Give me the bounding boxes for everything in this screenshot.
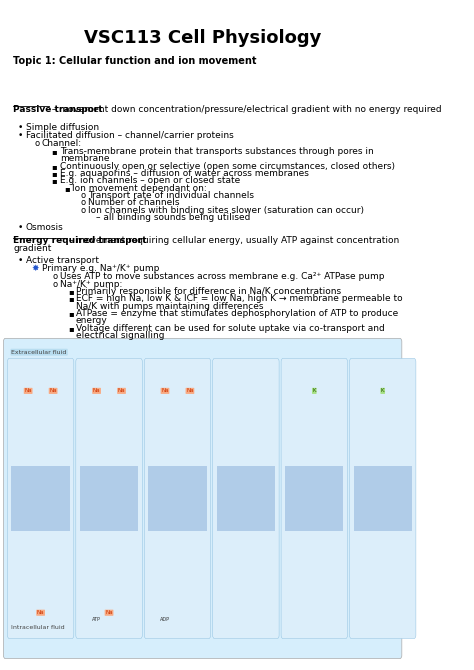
Text: Uses ATP to move substances across membrane e.g. Ca²⁺ ATPase pump: Uses ATP to move substances across membr…: [60, 272, 384, 281]
Text: K: K: [312, 389, 316, 393]
Text: Active transport: Active transport: [26, 256, 99, 265]
Text: o: o: [53, 272, 58, 281]
Text: Transport rate of individual channels: Transport rate of individual channels: [88, 191, 254, 200]
Text: Number of channels: Number of channels: [88, 198, 180, 207]
FancyBboxPatch shape: [213, 358, 279, 639]
Text: ATP: ATP: [92, 617, 101, 622]
FancyBboxPatch shape: [148, 466, 207, 531]
FancyBboxPatch shape: [349, 358, 416, 639]
Text: E.g. aquaporins – diffusion of water across membranes: E.g. aquaporins – diffusion of water acr…: [60, 169, 309, 178]
Text: Channel:: Channel:: [42, 139, 82, 148]
Text: Simple diffusion: Simple diffusion: [26, 123, 99, 132]
FancyBboxPatch shape: [11, 466, 70, 531]
Text: Na: Na: [105, 610, 113, 615]
Text: Osmosis: Osmosis: [26, 223, 64, 232]
Text: Trans-membrane protein that transports substances through pores in: Trans-membrane protein that transports s…: [60, 147, 374, 156]
Text: Primary e.g. Na⁺/K⁺ pump: Primary e.g. Na⁺/K⁺ pump: [42, 264, 159, 273]
Text: K: K: [381, 389, 384, 393]
Text: membrane: membrane: [60, 154, 109, 163]
Text: ▪: ▪: [52, 176, 57, 185]
Text: Topic 1: Cellular function and ion movement: Topic 1: Cellular function and ion movem…: [13, 56, 257, 66]
Text: Na⁺/K⁺ pump:: Na⁺/K⁺ pump:: [60, 279, 122, 289]
Text: •: •: [18, 131, 23, 140]
Text: o: o: [81, 198, 86, 207]
FancyBboxPatch shape: [281, 358, 347, 639]
Text: ✸: ✸: [32, 264, 39, 273]
Text: Na: Na: [186, 389, 194, 393]
Text: Passive transport: Passive transport: [13, 105, 103, 114]
Text: VSC113 Cell Physiology: VSC113 Cell Physiology: [84, 29, 321, 48]
Text: ▪: ▪: [64, 184, 69, 192]
Text: Voltage different can be used for solute uptake via co-transport and: Voltage different can be used for solute…: [76, 324, 384, 333]
Text: ▪: ▪: [52, 147, 57, 156]
Text: ▪: ▪: [68, 324, 73, 333]
FancyBboxPatch shape: [217, 466, 275, 531]
Text: Extracellular fluid: Extracellular fluid: [11, 350, 67, 354]
Text: Facilitated diffusion – channel/carrier proteins: Facilitated diffusion – channel/carrier …: [26, 131, 233, 140]
Text: o: o: [35, 139, 39, 148]
Text: o: o: [81, 206, 86, 214]
Text: Primarily responsible for difference in Na/K concentrations: Primarily responsible for difference in …: [76, 287, 341, 296]
FancyBboxPatch shape: [354, 466, 412, 531]
Text: E.g. ion channels – open or closed state: E.g. ion channels – open or closed state: [60, 176, 240, 185]
Text: Energy required transport: Energy required transport: [13, 237, 147, 245]
Text: ADP: ADP: [160, 617, 170, 622]
Text: ▪: ▪: [68, 287, 73, 296]
Text: – movement requiring cellular energy, usually ATP against concentration: – movement requiring cellular energy, us…: [66, 237, 399, 245]
Text: Na/K with pumps maintaining differences: Na/K with pumps maintaining differences: [76, 302, 264, 311]
Text: Na: Na: [93, 389, 100, 393]
Text: electrical signalling: electrical signalling: [76, 331, 164, 340]
Text: Na: Na: [37, 610, 45, 615]
Text: gradient: gradient: [13, 244, 52, 253]
Text: Continuously open or selective (open some circumstances, closed others): Continuously open or selective (open som…: [60, 161, 395, 171]
Text: Na: Na: [161, 389, 169, 393]
FancyBboxPatch shape: [285, 466, 344, 531]
Text: ATPase = enzyme that stimulates dephosphorylation of ATP to produce: ATPase = enzyme that stimulates dephosph…: [76, 309, 398, 318]
Text: •: •: [18, 256, 23, 265]
FancyBboxPatch shape: [144, 358, 210, 639]
Text: ▪: ▪: [52, 161, 57, 171]
Text: ▪: ▪: [68, 309, 73, 318]
Text: Na: Na: [118, 389, 125, 393]
Text: o: o: [53, 279, 58, 289]
Text: – movement down concentration/pressure/electrical gradient with no energy requir: – movement down concentration/pressure/e…: [49, 105, 442, 114]
FancyBboxPatch shape: [76, 358, 142, 639]
FancyBboxPatch shape: [8, 358, 74, 639]
Text: Na: Na: [24, 389, 32, 393]
Text: •: •: [18, 123, 23, 132]
Text: Ion channels with binding sites slower (saturation can occur): Ion channels with binding sites slower (…: [88, 206, 364, 214]
FancyBboxPatch shape: [3, 338, 402, 659]
Text: energy: energy: [76, 316, 108, 326]
Text: ▪: ▪: [52, 169, 57, 178]
Text: – all binding sounds being utilised: – all binding sounds being utilised: [96, 213, 250, 222]
Text: Na: Na: [49, 389, 57, 393]
Text: o: o: [81, 191, 86, 200]
Text: Intracellular fluid: Intracellular fluid: [11, 625, 65, 630]
FancyBboxPatch shape: [80, 466, 138, 531]
Text: ECF = high Na, low K & ICF = low Na, high K → membrane permeable to: ECF = high Na, low K & ICF = low Na, hig…: [76, 294, 402, 304]
Text: •: •: [18, 223, 23, 232]
Text: ▪: ▪: [68, 294, 73, 304]
Text: Ion movement dependant on:: Ion movement dependant on:: [72, 184, 207, 192]
